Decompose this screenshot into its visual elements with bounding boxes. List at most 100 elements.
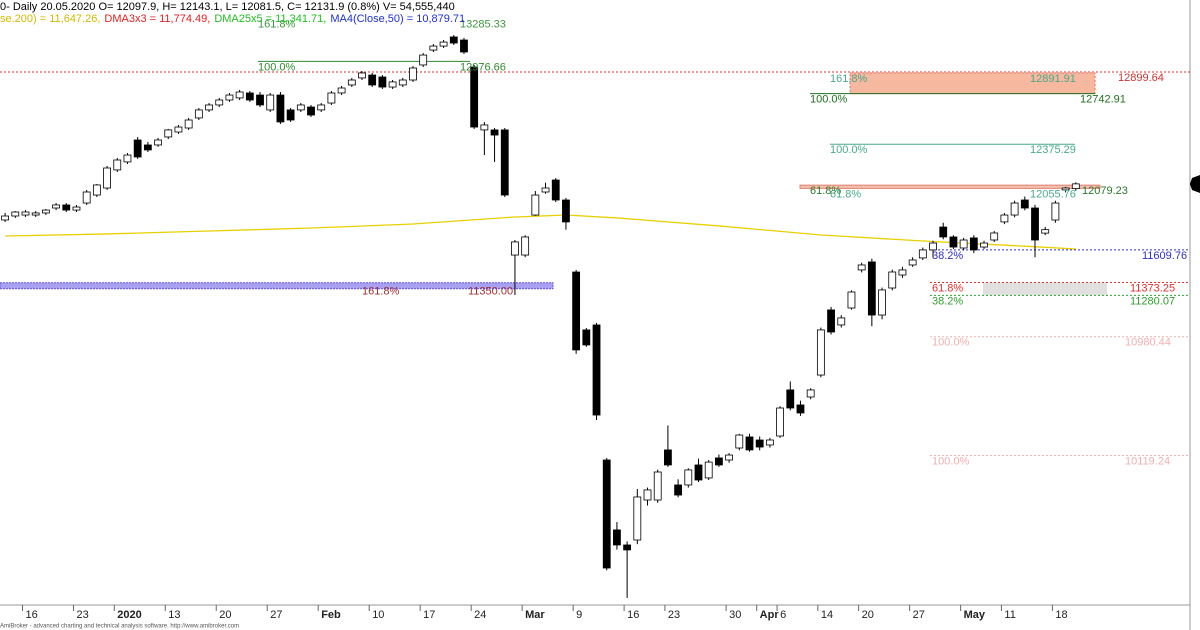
candle-body	[684, 469, 693, 486]
level-value: 12055.76	[1030, 188, 1076, 200]
x-tick-label: 23	[668, 609, 680, 621]
candle-body	[82, 191, 91, 204]
candle-body	[439, 41, 448, 47]
candle-body	[113, 159, 122, 171]
candle-body	[133, 139, 142, 158]
ma-line	[5, 214, 1076, 250]
candle-body	[174, 126, 183, 133]
candle-body	[633, 496, 642, 541]
level-value: 11280.07	[1130, 295, 1175, 307]
candle-body	[521, 236, 530, 256]
candle-body	[1020, 199, 1029, 209]
candle-body	[613, 529, 621, 546]
x-tick-label: 2020	[117, 609, 141, 621]
candle-body	[21, 211, 30, 216]
candle-body	[878, 289, 886, 316]
level-pct: 61.8%	[830, 188, 861, 200]
level-value: 12976.66	[460, 61, 506, 73]
candle-body	[857, 264, 866, 271]
candle-body	[1071, 183, 1080, 189]
candle-body	[623, 544, 632, 551]
candle-body	[62, 204, 71, 211]
candle-body	[1061, 187, 1070, 191]
candle-body	[827, 309, 835, 333]
x-tick-label: 14	[821, 609, 833, 621]
candle-body	[664, 449, 672, 466]
level-value: 13285.33	[460, 19, 506, 31]
candle-body	[735, 434, 744, 449]
level-lines	[0, 60, 1190, 456]
candle-body	[184, 119, 193, 129]
candle-body	[1000, 214, 1009, 223]
candle-body	[796, 404, 805, 414]
candle-body	[378, 76, 387, 88]
candle-body	[398, 79, 407, 86]
legend-item: se.200) = 11,647.26,	[0, 13, 100, 25]
candle-body	[490, 129, 499, 136]
candle-body	[602, 459, 611, 569]
legend-item: MA4(Close,50) = 10,879.71	[330, 13, 465, 25]
candle-body	[245, 92, 254, 101]
candle-body	[643, 489, 652, 501]
candle-body	[500, 129, 509, 196]
level-value: 12079.23	[1082, 185, 1128, 197]
level-value: 10980.44	[1125, 337, 1171, 349]
candle-body	[1051, 202, 1060, 221]
candle-body	[205, 104, 213, 111]
support-band	[0, 282, 554, 290]
candle-body	[745, 436, 754, 451]
x-tick-label: 16	[627, 609, 639, 621]
candle-body	[480, 124, 489, 131]
candle-body	[786, 389, 795, 409]
candle-body	[1010, 202, 1019, 216]
level-value: 10119.24	[1125, 455, 1170, 467]
candle-body	[694, 464, 703, 481]
candle-body	[1041, 229, 1050, 234]
level-pct: 100.0%	[932, 455, 970, 467]
candle-body	[194, 109, 203, 119]
level-pct: 161.8%	[362, 286, 400, 298]
candle-body	[562, 199, 570, 223]
candle-body	[286, 109, 295, 121]
candle-body	[31, 212, 40, 216]
level-pct: 38.2%	[932, 250, 963, 262]
candle-body	[41, 209, 50, 214]
level-value: 12742.91	[1080, 94, 1126, 106]
candle-body	[235, 91, 244, 99]
x-tick-label: 16	[25, 609, 37, 621]
x-tick-label: 23	[76, 609, 88, 621]
candle-body	[388, 81, 397, 88]
level-value: 11609.76	[1142, 250, 1187, 262]
candle-body	[1031, 207, 1039, 241]
candle-body	[1, 215, 9, 221]
candle-body	[939, 226, 948, 238]
bands	[0, 72, 1107, 296]
candle-body	[541, 187, 550, 193]
candle-body	[276, 94, 285, 123]
level-value: 12899.64	[1118, 72, 1164, 84]
candle-body	[266, 94, 275, 111]
candle-body	[215, 99, 224, 106]
candle-body	[123, 154, 132, 163]
candle-body	[460, 39, 468, 53]
x-tick-label: Mar	[525, 609, 545, 621]
candle-body	[52, 204, 60, 209]
candle-body	[143, 144, 152, 151]
candle-body	[816, 329, 825, 376]
level-pct: 100.0%	[830, 144, 868, 156]
level-value: 11350.00	[468, 286, 513, 298]
candle-body	[347, 79, 356, 86]
candle-body	[867, 261, 876, 316]
candles	[1, 35, 1080, 598]
candle-body	[92, 184, 101, 196]
candle-body	[11, 211, 20, 217]
candle-body	[449, 36, 458, 44]
x-tick-label: 20	[219, 609, 231, 621]
candle-body	[776, 407, 784, 437]
candle-body	[551, 179, 560, 201]
labels: 161.8% 13285.33 100.0% 12976.66 12899.64 161.…	[258, 19, 1187, 468]
level-pct: 161.8%	[830, 73, 868, 85]
candle-body	[704, 461, 713, 479]
x-tick-label: 6	[780, 609, 786, 621]
